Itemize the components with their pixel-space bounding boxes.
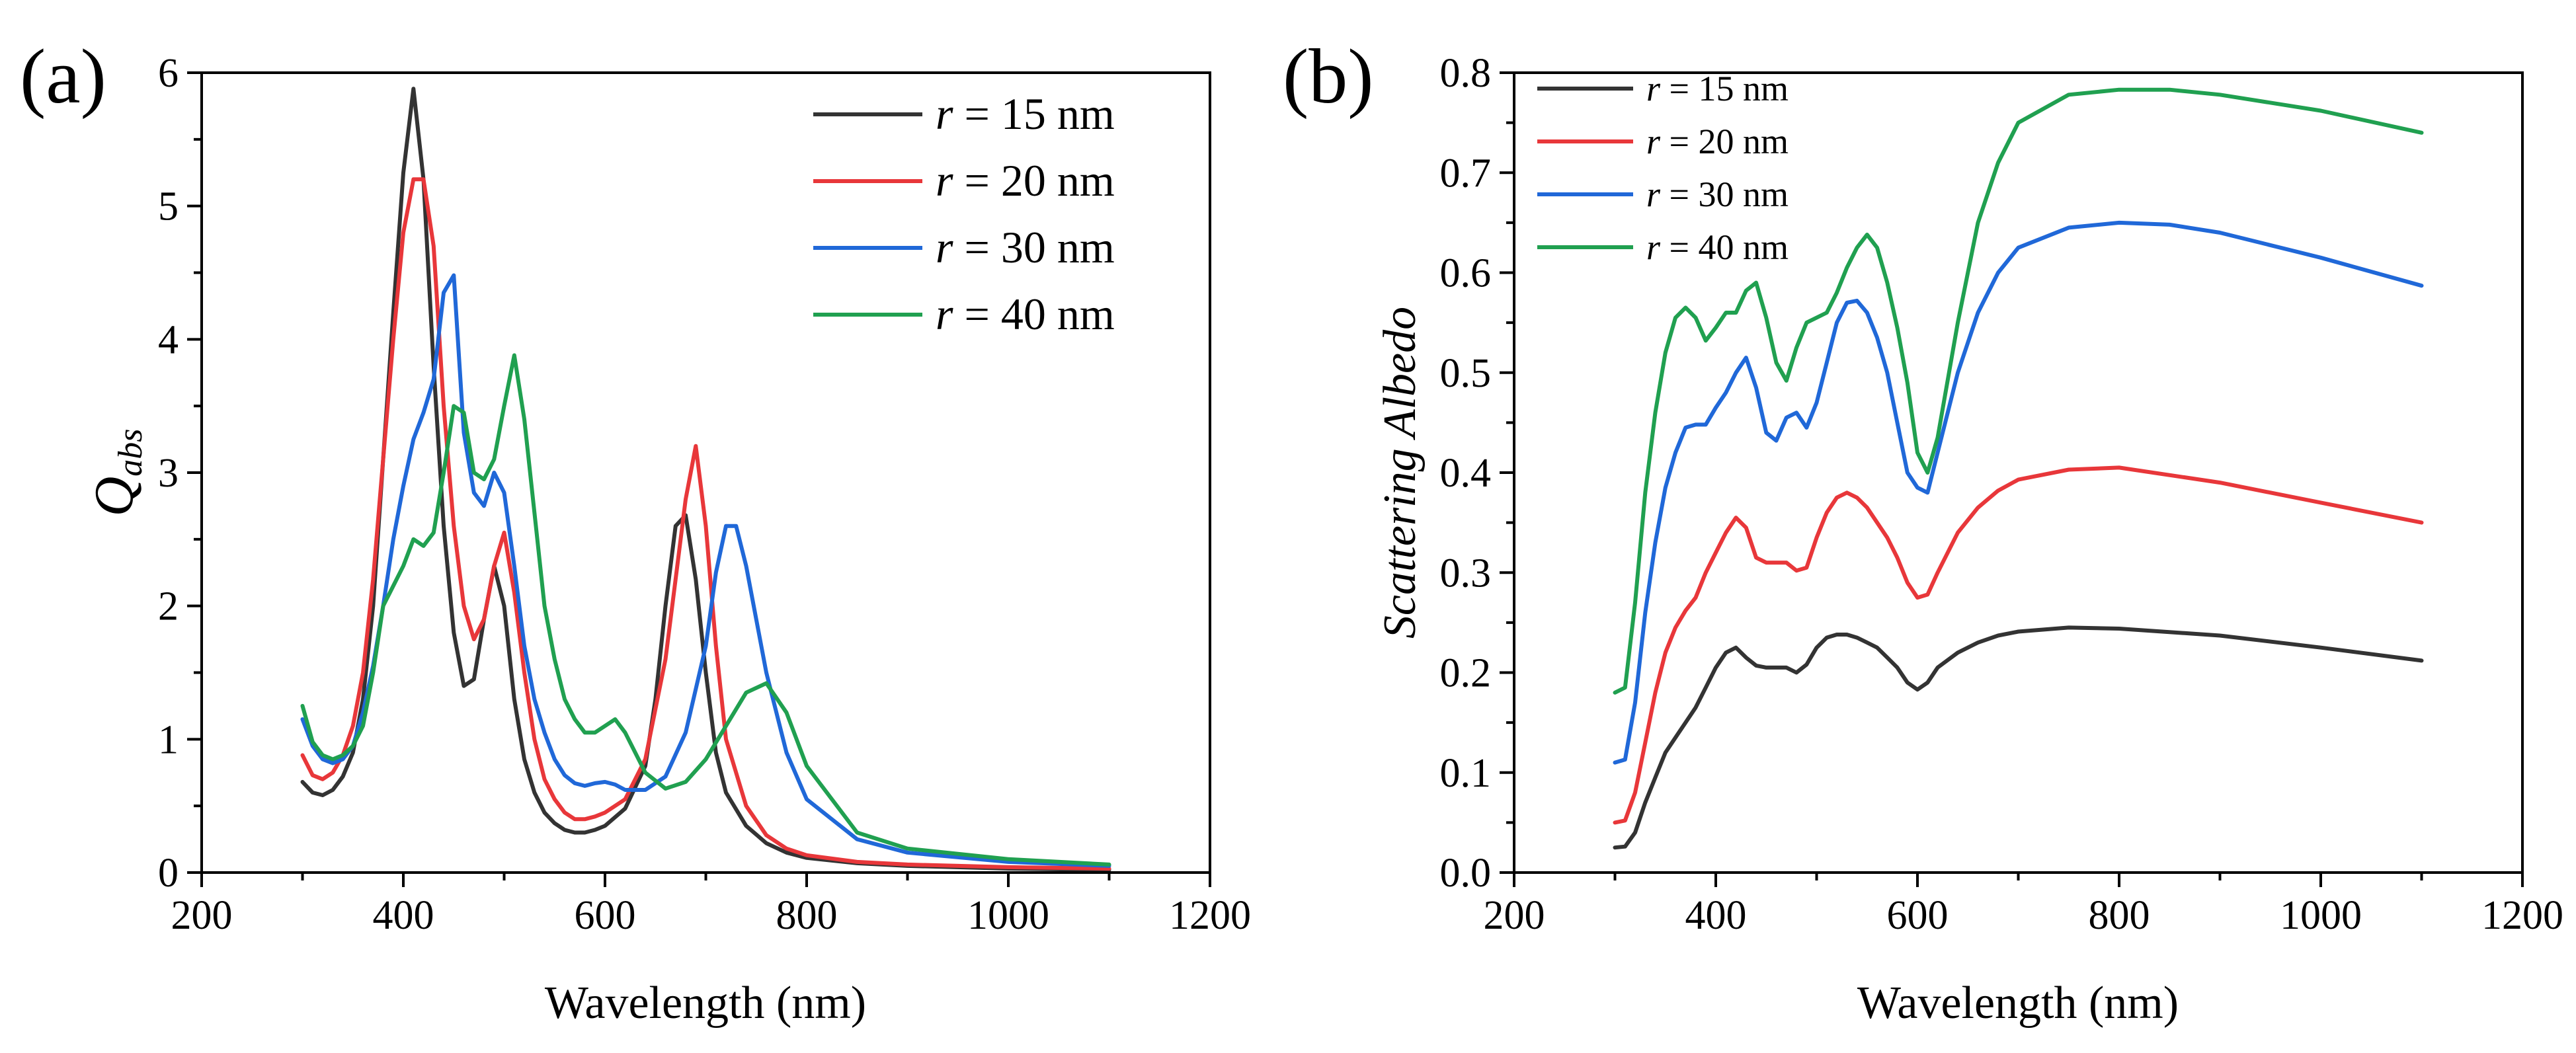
panel-b-y-tick-label: 0.4: [1440, 451, 1492, 496]
panel-b-y-tick-label: 0.3: [1440, 551, 1492, 596]
panel-a-legend-label-3: r = 30 nm: [936, 222, 1115, 272]
panel-a-x-tick-label: 200: [171, 893, 233, 938]
panel-a-y-axis-title-sub: abs: [112, 429, 149, 477]
legend-var: r: [936, 155, 953, 206]
panel-a-x-tick-label: 1000: [967, 893, 1049, 938]
panel-b-x-tick-label: 600: [1887, 893, 1949, 938]
panel-b-label: (b): [1283, 33, 1374, 120]
panel-a-legend-label-2: r = 20 nm: [936, 155, 1115, 206]
panel-a-y-tick-label: 1: [158, 717, 179, 762]
panel-b-tick-labels: 200 400 600 800 1000 1200 0.0 0.1 0.2 0.3 0.4 0.5 0.…: [1440, 51, 2564, 938]
legend-rest: = 30 nm: [953, 222, 1114, 272]
panel-a-series-line-4: [300, 353, 1111, 867]
legend-rest: = 30 nm: [1660, 175, 1789, 214]
panel-b-y-tick-label: 0.8: [1440, 51, 1492, 96]
panel-a-tick-labels: 200 400 600 800 1000 1200 0 1 2 3 4 5 6: [158, 51, 1251, 938]
panel-b-y-tick-label: 0.5: [1440, 351, 1492, 396]
panel-b-legend-label-3: r = 30 nm: [1646, 175, 1789, 214]
panel-b-series-line-4: [1613, 87, 2424, 695]
legend-var: r: [936, 289, 953, 339]
legend-var: r: [1646, 69, 1661, 108]
panel-a-label: (a): [20, 33, 106, 120]
panel-a-legend: r = 15 nmr = 20 nmr = 30 nmr = 40 nm: [813, 89, 1115, 339]
panel-b-legend-label-1: r = 15 nm: [1646, 69, 1789, 108]
panel-a-y-axis-title-main: Q: [83, 477, 145, 517]
legend-rest: = 15 nm: [1660, 69, 1789, 108]
panel-a-y-tick-label: 3: [158, 451, 179, 496]
panel-a-series-line-1: [300, 87, 1111, 872]
legend-rest: = 20 nm: [1660, 122, 1789, 161]
panel-a-y-tick-label: 0: [158, 851, 179, 896]
panel-b-y-tick-label: 0.0: [1440, 851, 1492, 896]
panel-b-x-tick-label: 1200: [2481, 893, 2563, 938]
panel-b-y-tick-label: 0.7: [1440, 151, 1492, 196]
panel-a-y-tick-label: 4: [158, 317, 179, 362]
panel-b-x-tick-label: 200: [1484, 893, 1545, 938]
panel-a-x-axis-title: Wavelength (nm): [545, 978, 866, 1029]
panel-b-x-tick-label: 800: [2089, 893, 2150, 938]
panel-a-x-tick-label: 600: [575, 893, 636, 938]
panel-b-legend-label-4: r = 40 nm: [1646, 227, 1789, 267]
legend-var: r: [1646, 122, 1661, 161]
panel-b-y-axis-title: Scattering Albedo: [1375, 307, 1426, 639]
panel-a-x-tick-label: 1200: [1169, 893, 1251, 938]
legend-var: r: [936, 222, 953, 272]
panel-b-y-tick-label: 0.1: [1440, 751, 1492, 796]
legend-var: r: [936, 89, 953, 139]
chart-panel-a: (a) 200 400 600 800 1000 1200 0 1 2 3 4 5 6 Waveleng…: [20, 33, 1251, 1029]
legend-rest: = 40 nm: [953, 289, 1114, 339]
panel-a-series-line-3: [300, 273, 1111, 868]
panel-b-legend: r = 15 nmr = 20 nmr = 30 nmr = 40 nm: [1537, 69, 1789, 267]
legend-rest: = 20 nm: [953, 155, 1114, 206]
panel-a-y-tick-label: 2: [158, 584, 179, 629]
panel-b-x-tick-label: 400: [1685, 893, 1747, 938]
panel-a-y-tick-label: 6: [158, 51, 179, 96]
panel-b-x-axis-title: Wavelength (nm): [1857, 978, 2179, 1029]
panel-a-legend-label-1: r = 15 nm: [936, 89, 1115, 139]
legend-var: r: [1646, 175, 1661, 214]
panel-b-legend-label-2: r = 20 nm: [1646, 122, 1789, 161]
panel-b-y-tick-label: 0.6: [1440, 251, 1492, 296]
panel-a-y-tick-label: 5: [158, 184, 179, 229]
panel-b-plot-layer: [1613, 87, 2424, 850]
legend-rest: = 40 nm: [1660, 227, 1789, 267]
chart-panel-b: (b) 200 400 600 800 1000 1200 0.0 0.1 0.2 0.3 0.4 0…: [1283, 33, 2563, 1029]
panel-a-ticks: [187, 71, 1211, 887]
panel-b-x-tick-label: 1000: [2280, 893, 2362, 938]
panel-a-plot-layer: [300, 87, 1111, 872]
legend-var: r: [1646, 227, 1661, 267]
legend-rest: = 15 nm: [953, 89, 1114, 139]
panel-b-series-line-3: [1613, 220, 2424, 765]
panel-a-x-tick-label: 400: [373, 893, 434, 938]
panel-a-legend-label-4: r = 40 nm: [936, 289, 1115, 339]
panel-b-ticks: [1500, 71, 2524, 887]
panel-b-series-line-1: [1613, 625, 2424, 850]
panel-b-y-tick-label: 0.2: [1440, 651, 1492, 696]
panel-b-series-line-2: [1613, 465, 2424, 825]
panel-a-y-axis-title: Qabs: [83, 429, 149, 517]
panel-a-x-tick-label: 800: [776, 893, 838, 938]
panel-a-series-line-2: [300, 177, 1111, 871]
